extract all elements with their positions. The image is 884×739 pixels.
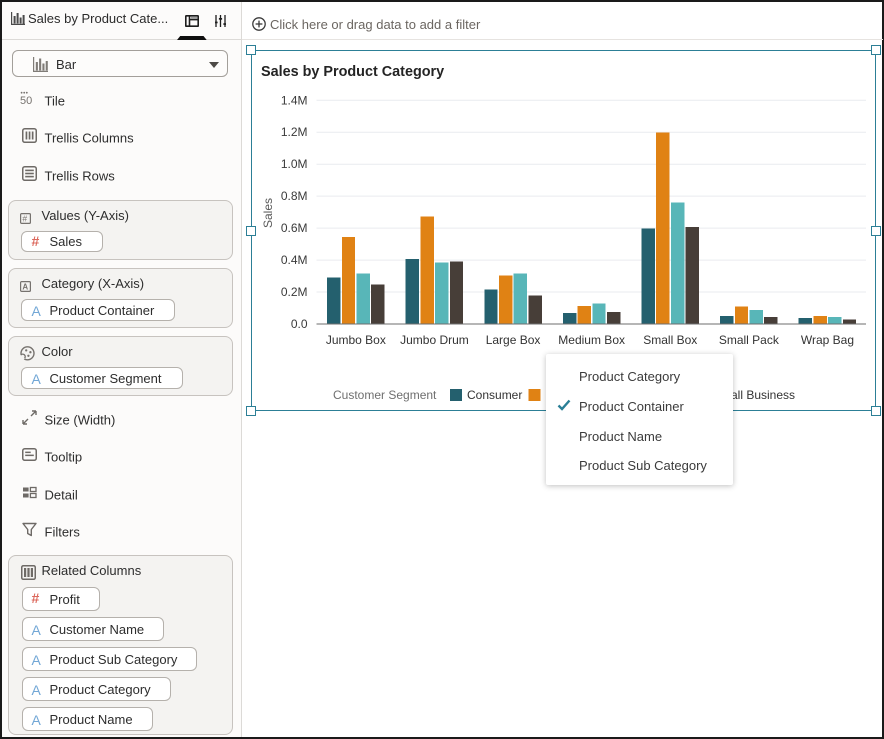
svg-text:A: A — [22, 282, 28, 291]
svg-text:50: 50 — [20, 95, 32, 107]
svg-text:Wrap Bag: Wrap Bag — [801, 333, 854, 347]
svg-text:Jumbo Box: Jumbo Box — [326, 333, 386, 347]
svg-text:Sales by Product Category: Sales by Product Category — [261, 64, 444, 80]
svg-text:Large Box: Large Box — [486, 333, 541, 347]
svg-text:0.2M: 0.2M — [281, 285, 308, 299]
svg-text:Jumbo Drum: Jumbo Drum — [400, 333, 469, 347]
svg-text:0.8M: 0.8M — [281, 189, 308, 203]
svg-text:Customer Segment: Customer Segment — [333, 388, 437, 402]
svg-text:1.0M: 1.0M — [281, 157, 308, 171]
svg-text:0.4M: 0.4M — [281, 253, 308, 267]
svg-text:Small Box: Small Box — [643, 333, 697, 347]
svg-text:Small Pack: Small Pack — [719, 333, 780, 347]
svg-text:0.6M: 0.6M — [281, 221, 308, 235]
svg-text:0.0: 0.0 — [291, 317, 308, 331]
svg-text:Sales: Sales — [261, 197, 275, 227]
svg-text:1.4M: 1.4M — [281, 93, 308, 107]
svg-text:#: # — [22, 213, 27, 223]
svg-text:Small Business: Small Business — [713, 388, 795, 402]
svg-text:Medium Box: Medium Box — [558, 333, 625, 347]
svg-text:Consumer: Consumer — [467, 388, 522, 402]
svg-text:1.2M: 1.2M — [281, 125, 308, 139]
